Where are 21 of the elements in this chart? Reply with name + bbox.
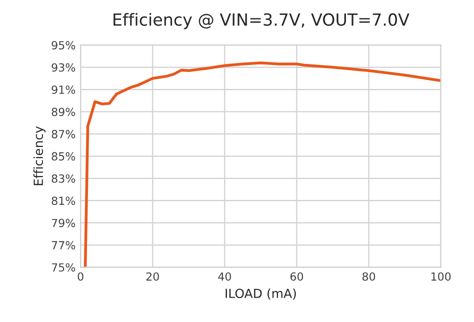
y-tick-label: 91% <box>52 85 76 94</box>
x-axis-title: ILOAD (mA) <box>226 288 296 300</box>
line-series <box>84 61 441 268</box>
x-tick-label: 80 <box>362 272 376 281</box>
x-tick-label: 20 <box>146 272 159 281</box>
y-tick-label: 77% <box>52 241 76 250</box>
y-tick-label: 93% <box>52 63 76 72</box>
y-tick-label: 87% <box>52 130 76 138</box>
y-tick-label: 75% <box>52 263 76 272</box>
y-tick-label: 79% <box>52 218 76 228</box>
chart-title: Efficiency @ VIN=3.7V, VOUT=7.0V <box>114 12 410 30</box>
y-tick-label: 81% <box>52 196 76 205</box>
x-tick-label: 40 <box>218 272 232 281</box>
x-tick-label: 0 <box>78 272 84 281</box>
y-tick-label: 89% <box>52 108 76 116</box>
y-tick-label: 83% <box>52 174 76 183</box>
x-tick-label: 60 <box>290 272 304 281</box>
y-tick-label: 95% <box>52 41 76 50</box>
y-tick-label: 85% <box>52 152 76 161</box>
y-axis-title: Efficiency <box>33 126 46 186</box>
x-tick-label: 100 <box>431 272 451 281</box>
